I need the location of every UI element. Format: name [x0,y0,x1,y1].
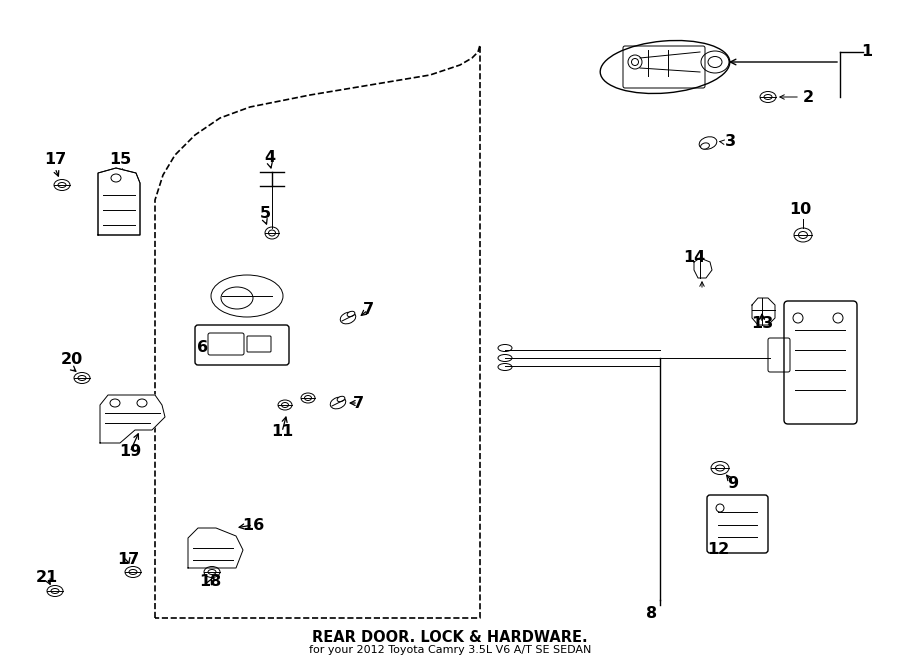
Text: 6: 6 [197,340,209,356]
Ellipse shape [58,182,66,188]
Text: 12: 12 [706,543,729,557]
Text: for your 2012 Toyota Camry 3.5L V6 A/T SE SEDAN: for your 2012 Toyota Camry 3.5L V6 A/T S… [309,645,591,655]
Text: 3: 3 [724,134,735,149]
Polygon shape [100,395,165,443]
Text: 17: 17 [44,153,66,167]
Text: 7: 7 [353,395,364,410]
Ellipse shape [78,375,86,381]
FancyBboxPatch shape [195,325,289,365]
Polygon shape [188,528,243,568]
Text: 18: 18 [199,574,221,590]
Text: 5: 5 [259,206,271,221]
Text: 16: 16 [242,518,264,533]
Text: 1: 1 [861,44,873,59]
Ellipse shape [716,465,724,471]
Text: 21: 21 [36,570,58,586]
Text: 2: 2 [803,89,814,104]
Text: 19: 19 [119,444,141,459]
Text: 13: 13 [751,315,773,330]
Text: 10: 10 [789,202,811,217]
Text: 8: 8 [646,607,658,621]
Ellipse shape [282,403,289,407]
Text: 11: 11 [271,424,293,440]
Polygon shape [98,168,140,235]
Text: 4: 4 [265,149,275,165]
Text: 15: 15 [109,153,131,167]
Text: REAR DOOR. LOCK & HARDWARE.: REAR DOOR. LOCK & HARDWARE. [312,631,588,646]
Ellipse shape [338,397,345,402]
Ellipse shape [208,570,216,574]
Text: 7: 7 [363,303,374,317]
Ellipse shape [268,230,275,236]
Ellipse shape [798,231,807,239]
Ellipse shape [51,588,59,594]
Text: 20: 20 [61,352,83,368]
Ellipse shape [700,143,709,149]
Ellipse shape [347,311,355,317]
Text: 17: 17 [117,553,140,568]
Ellipse shape [129,570,137,574]
Ellipse shape [764,95,772,100]
Text: 9: 9 [727,475,739,490]
Text: 14: 14 [683,251,705,266]
Ellipse shape [304,395,311,401]
